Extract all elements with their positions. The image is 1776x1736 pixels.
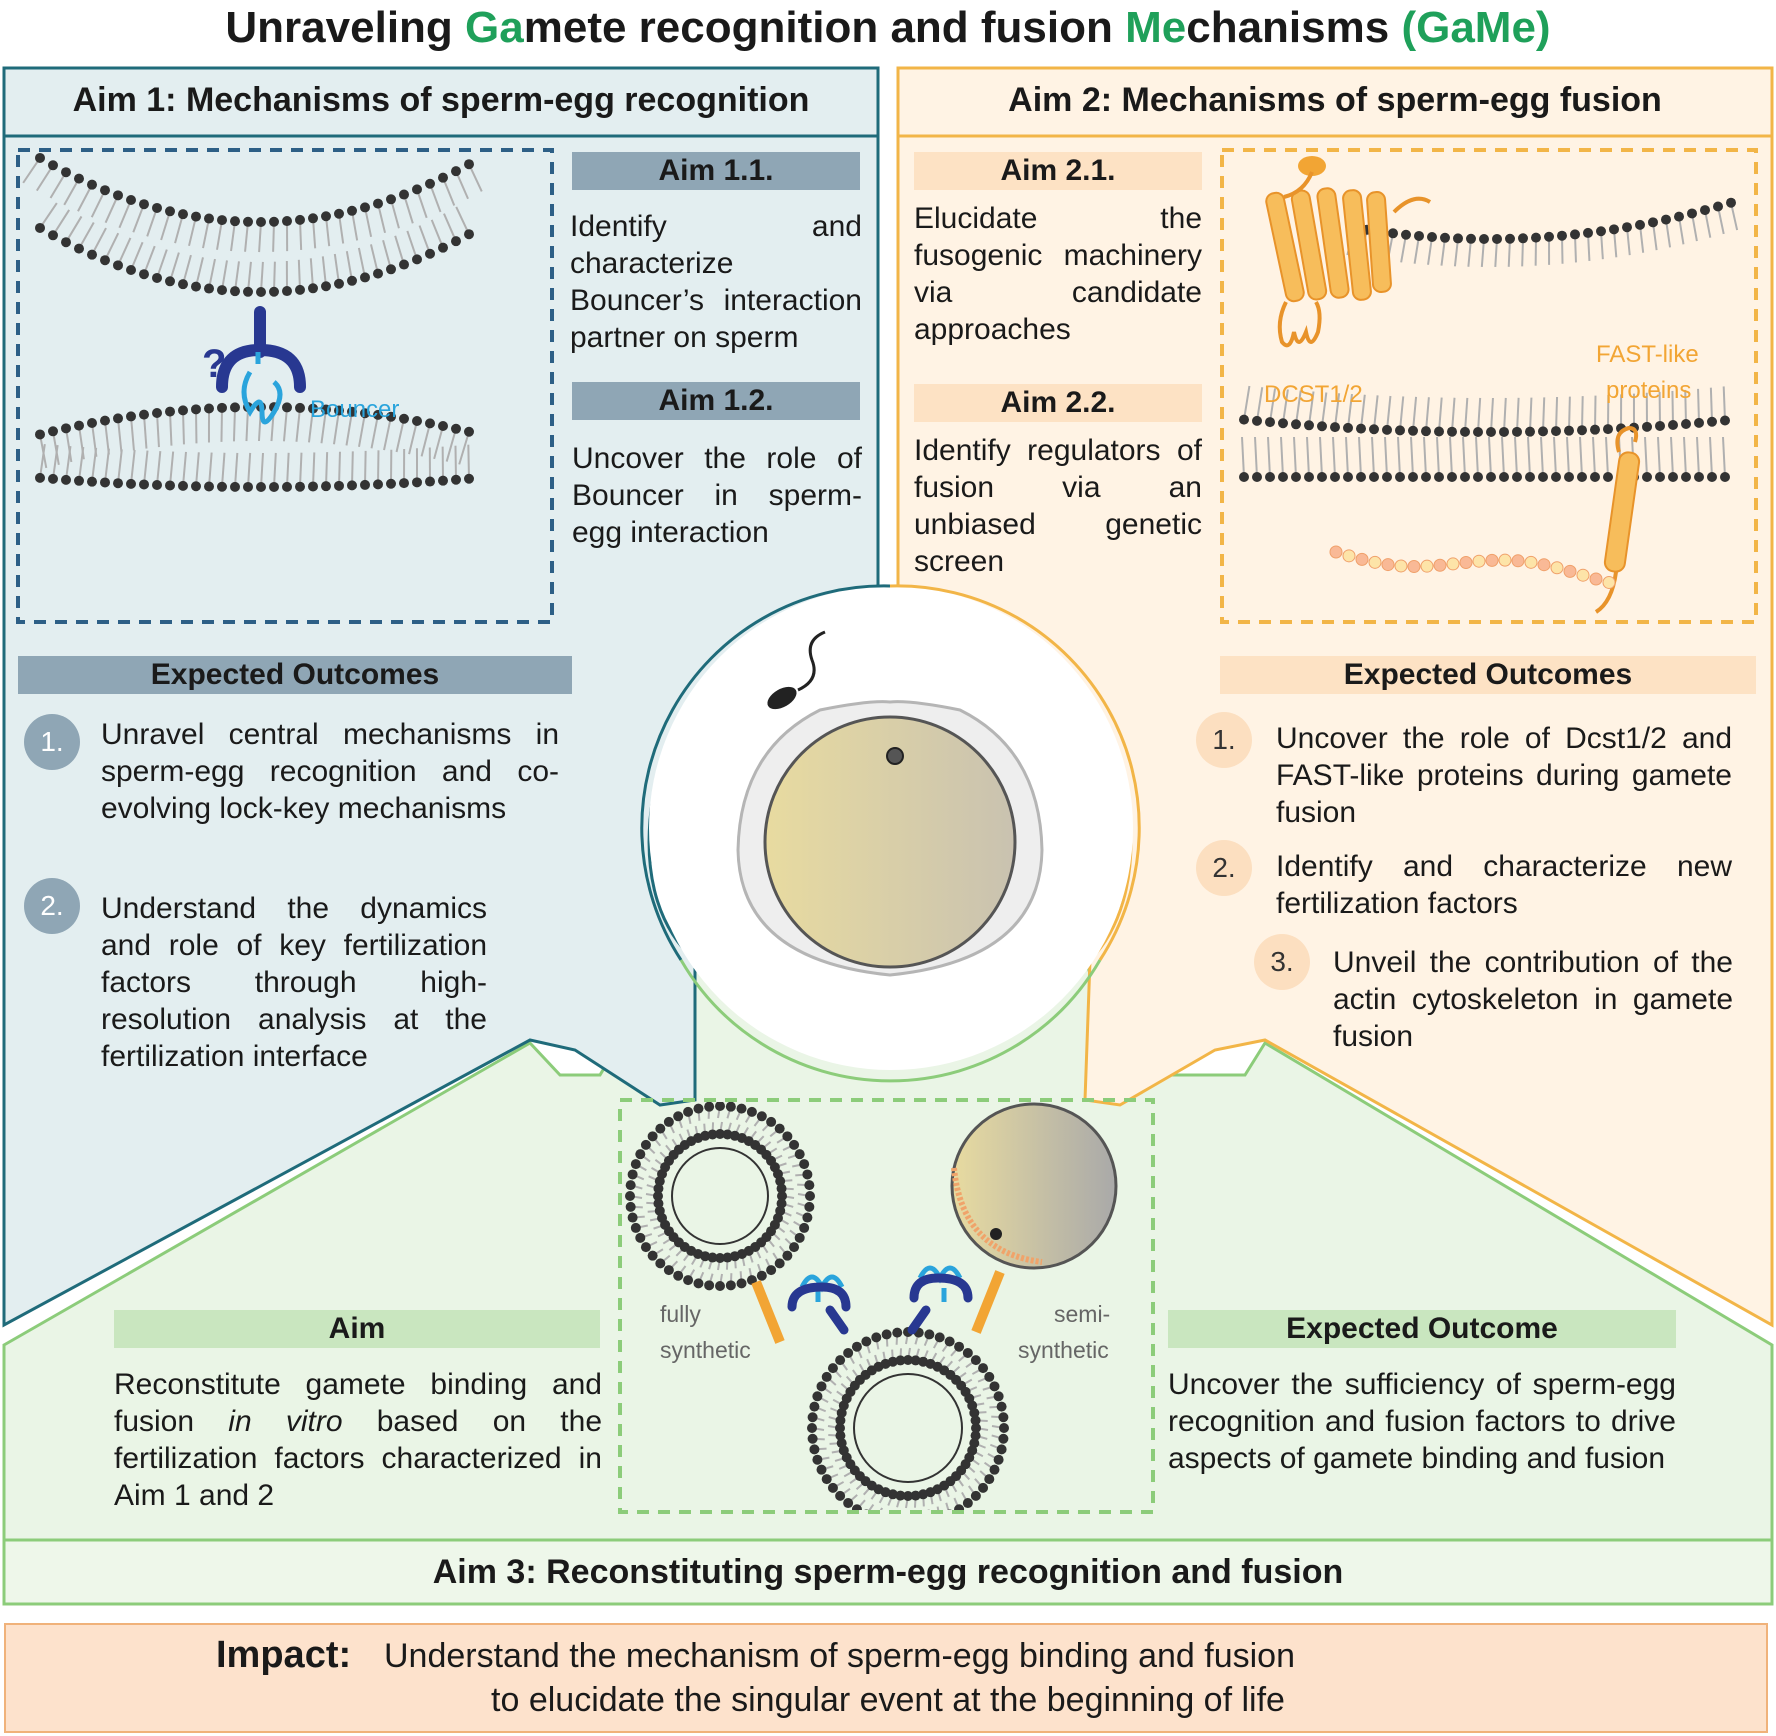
aim2-outcome-2: Identify and characterize new fertilizat… bbox=[1276, 850, 1732, 920]
aim2-fusion-diagram: DCST1/2 FAST-like proteins bbox=[1239, 156, 1739, 614]
fast-protein bbox=[1594, 425, 1641, 614]
actin-filament bbox=[1329, 545, 1616, 589]
title-acronym: (GaMe) bbox=[1401, 3, 1551, 52]
outcome-number: 3. bbox=[1254, 934, 1310, 990]
aim3-aim-text: Reconstitute gamete binding and fusion i… bbox=[114, 1366, 602, 1514]
aim2-2-label: Aim 2.2. bbox=[914, 384, 1202, 422]
aim2-outcomes-header: Expected Outcomes bbox=[1220, 656, 1756, 694]
aim1-1-text: Identify and characterize Bouncer’s inte… bbox=[570, 210, 862, 354]
dcst-label: DCST1/2 bbox=[1264, 381, 1363, 408]
aim3-outcome-text: Uncover the sufficiency of sperm-egg rec… bbox=[1168, 1368, 1676, 1475]
fast-label-2: proteins bbox=[1606, 377, 1691, 404]
fast-label-1: FAST-like bbox=[1596, 341, 1699, 368]
aim1-membrane-diagram: ? Bouncer bbox=[22, 152, 483, 492]
aim3-aim-label: Aim bbox=[114, 1310, 600, 1348]
fully-label-2: synthetic bbox=[660, 1337, 751, 1363]
aim3-text-part: Reconstitute gamete binding and fusion bbox=[114, 1368, 602, 1438]
aim3-text-part: based on the fertilization factors chara… bbox=[114, 1405, 603, 1512]
outcome-number: 1. bbox=[24, 714, 80, 770]
egg-cell-semi bbox=[950, 1102, 1118, 1270]
aim1-outcomes-header: Expected Outcomes bbox=[18, 656, 572, 694]
outcome-number: 2. bbox=[1196, 840, 1252, 896]
fully-label-1: fully bbox=[660, 1301, 701, 1327]
aim3-outcome-label: Expected Outcome bbox=[1168, 1310, 1676, 1348]
aim1-header: Aim 1: Mechanisms of sperm-egg recogniti… bbox=[72, 81, 810, 119]
title-highlight: Ga bbox=[465, 3, 524, 52]
aim2-1-text: Elucidate the fusogenic machinery via ca… bbox=[914, 202, 1202, 346]
title-text: Unraveling bbox=[225, 3, 466, 52]
egg-illustration bbox=[736, 630, 1044, 977]
aim2-outcome-1: Uncover the role of Dcst1/2 and FAST-lik… bbox=[1276, 722, 1732, 829]
semi-label-1: semi- bbox=[1054, 1301, 1110, 1327]
dcst-protein bbox=[1265, 156, 1432, 348]
bouncer-receptor bbox=[216, 306, 306, 393]
aim2-1-label: Aim 2.1. bbox=[914, 152, 1202, 190]
aim2-header: Aim 2: Mechanisms of sperm-egg fusion bbox=[1008, 81, 1662, 119]
sperm-head bbox=[767, 686, 797, 710]
aim1-2-text: Uncover the role of Bouncer in sperm-egg… bbox=[572, 442, 862, 549]
aim1-outcome-2: Understand the dynamics and role of key … bbox=[101, 892, 487, 1073]
aim1-outcome-1: Unravel central mechanisms in sperm-egg … bbox=[101, 718, 559, 825]
page-title: Unraveling Gamete recognition and fusion… bbox=[0, 2, 1776, 54]
fusing-membranes bbox=[1239, 197, 1739, 482]
aim2-2-text: Identify regulators of fusion via an unb… bbox=[914, 434, 1202, 578]
reconstitution-diagram: fully synthetic semi- synthetic bbox=[625, 1102, 1118, 1510]
aim2-outcome-3: Unveil the contribution of the actin cyt… bbox=[1333, 946, 1733, 1053]
bouncer-label: Bouncer bbox=[310, 396, 399, 423]
impact-line-1: Understand the mechanism of sperm-egg bi… bbox=[384, 1637, 1295, 1675]
impact-label: Impact: bbox=[216, 1634, 352, 1676]
lower-membrane bbox=[35, 402, 474, 492]
aim3-header: Aim 3: Reconstituting sperm-egg recognit… bbox=[432, 1553, 1344, 1591]
sperm-tail bbox=[797, 630, 826, 692]
binding-complex-right bbox=[907, 1265, 1005, 1335]
outcome-number: 1. bbox=[1196, 712, 1252, 768]
liposome-left bbox=[625, 1102, 815, 1291]
outcome-number: 2. bbox=[24, 878, 80, 934]
binding-complex-left bbox=[751, 1274, 851, 1344]
title-text: mete recognition and fusion bbox=[523, 3, 1126, 52]
egg-nucleus bbox=[886, 747, 904, 765]
title-text: chanisms bbox=[1186, 3, 1402, 52]
aim3-text-italic: in vitro bbox=[228, 1405, 343, 1438]
aim1-2-label: Aim 1.2. bbox=[572, 382, 860, 420]
upper-membrane bbox=[22, 152, 483, 297]
liposome-bottom bbox=[807, 1327, 1009, 1510]
impact-box bbox=[4, 1623, 1768, 1733]
title-highlight: Me bbox=[1125, 3, 1187, 52]
bouncer-protein bbox=[241, 352, 283, 425]
semi-label-2: synthetic bbox=[1018, 1337, 1109, 1363]
impact-line-2: to elucidate the singular event at the b… bbox=[491, 1681, 1285, 1719]
aim1-1-label: Aim 1.1. bbox=[572, 152, 860, 190]
egg-cell bbox=[763, 715, 1017, 969]
